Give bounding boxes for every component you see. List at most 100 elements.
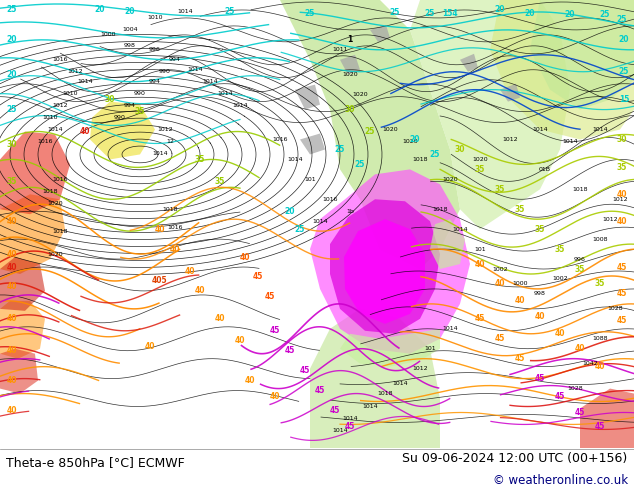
Text: 1014: 1014	[592, 127, 608, 132]
Text: 1012: 1012	[602, 217, 618, 221]
Text: 45: 45	[475, 314, 485, 323]
Text: 35: 35	[535, 224, 545, 234]
Text: 20: 20	[525, 9, 535, 19]
Text: 30: 30	[617, 135, 627, 144]
Text: 25: 25	[600, 10, 610, 20]
Polygon shape	[300, 133, 325, 154]
Polygon shape	[310, 170, 470, 354]
Text: 1014: 1014	[532, 127, 548, 132]
Text: 40: 40	[7, 282, 17, 292]
Text: 25: 25	[430, 150, 440, 159]
Text: 30: 30	[345, 105, 355, 114]
Text: 40: 40	[155, 224, 165, 234]
Text: 35: 35	[495, 185, 505, 194]
Text: 20: 20	[619, 35, 630, 45]
Text: 25: 25	[7, 5, 17, 15]
Text: 25: 25	[390, 8, 400, 18]
Text: 40: 40	[595, 362, 605, 371]
Text: 45: 45	[515, 354, 525, 363]
Text: 1016: 1016	[37, 139, 53, 144]
Text: 40: 40	[80, 127, 90, 136]
Text: 1018: 1018	[162, 207, 178, 212]
Text: 25: 25	[619, 67, 629, 76]
Text: 40: 40	[475, 260, 485, 269]
Text: 35: 35	[595, 279, 605, 289]
Polygon shape	[460, 54, 478, 72]
Text: 1018: 1018	[52, 229, 68, 234]
Text: 1008: 1008	[592, 237, 608, 242]
Text: 20: 20	[7, 35, 17, 45]
Text: 994: 994	[169, 57, 181, 62]
Text: 35: 35	[475, 165, 485, 174]
Text: 20: 20	[410, 135, 420, 144]
Text: 40: 40	[534, 312, 545, 321]
Text: 1012: 1012	[612, 197, 628, 202]
Text: 1088: 1088	[592, 336, 608, 341]
Text: 1014: 1014	[342, 416, 358, 421]
Text: 45: 45	[285, 346, 295, 355]
Text: 35: 35	[135, 107, 145, 116]
Text: 1010: 1010	[42, 115, 58, 120]
Polygon shape	[430, 219, 465, 269]
Text: 1b: 1b	[346, 209, 354, 214]
Text: 1020: 1020	[382, 127, 398, 132]
Text: 25: 25	[617, 15, 627, 24]
Text: 40: 40	[617, 190, 627, 199]
Text: 1042: 1042	[582, 361, 598, 366]
Text: 40: 40	[245, 376, 256, 385]
Text: 1010: 1010	[62, 91, 78, 96]
Text: 1028: 1028	[607, 306, 623, 311]
Text: 1014: 1014	[77, 79, 93, 84]
Text: 40: 40	[7, 217, 17, 226]
Text: 990: 990	[114, 115, 126, 120]
Polygon shape	[0, 131, 70, 214]
Text: 45: 45	[270, 326, 280, 335]
Text: 25: 25	[7, 105, 17, 114]
Text: 1018: 1018	[377, 391, 392, 396]
Text: 40: 40	[215, 314, 225, 323]
Text: 1014: 1014	[452, 227, 468, 232]
Text: 1014: 1014	[47, 127, 63, 132]
Text: 40: 40	[7, 314, 17, 323]
Text: 45: 45	[535, 374, 545, 383]
Text: 1002: 1002	[492, 267, 508, 271]
Text: 40: 40	[269, 392, 280, 401]
Text: 101: 101	[474, 246, 486, 251]
Text: 20: 20	[125, 7, 135, 17]
Text: 1012: 1012	[67, 69, 83, 74]
Text: 1028: 1028	[567, 386, 583, 391]
Text: 1018: 1018	[412, 157, 428, 162]
Polygon shape	[500, 84, 520, 101]
Text: 1018: 1018	[432, 207, 448, 212]
Polygon shape	[490, 0, 634, 140]
Text: 1016: 1016	[52, 177, 68, 182]
Text: 25: 25	[225, 7, 235, 17]
Text: 20: 20	[495, 5, 505, 15]
Text: 35: 35	[7, 177, 17, 186]
Text: 40: 40	[184, 267, 195, 275]
Text: 40: 40	[7, 406, 17, 415]
Polygon shape	[310, 309, 440, 448]
Polygon shape	[0, 349, 38, 393]
Text: 1014: 1014	[187, 67, 203, 72]
Text: 1020: 1020	[353, 92, 368, 97]
Text: 1010: 1010	[147, 15, 163, 21]
Text: 40: 40	[195, 287, 205, 295]
Text: 1012: 1012	[412, 366, 428, 371]
Text: 45: 45	[253, 272, 263, 281]
Polygon shape	[330, 199, 440, 334]
Text: 994: 994	[149, 79, 161, 84]
Text: 1012: 1012	[52, 103, 68, 108]
Polygon shape	[410, 0, 570, 229]
Text: 45: 45	[595, 422, 605, 431]
Text: 40: 40	[575, 344, 585, 353]
Text: 1014: 1014	[232, 103, 248, 108]
Text: 1020: 1020	[472, 157, 488, 162]
Text: 35: 35	[215, 177, 225, 186]
Text: 1016: 1016	[272, 137, 288, 142]
Polygon shape	[580, 389, 634, 448]
Polygon shape	[340, 55, 360, 75]
Text: 1000: 1000	[512, 281, 527, 287]
Text: 40: 40	[495, 279, 505, 289]
Text: 25: 25	[425, 9, 435, 19]
